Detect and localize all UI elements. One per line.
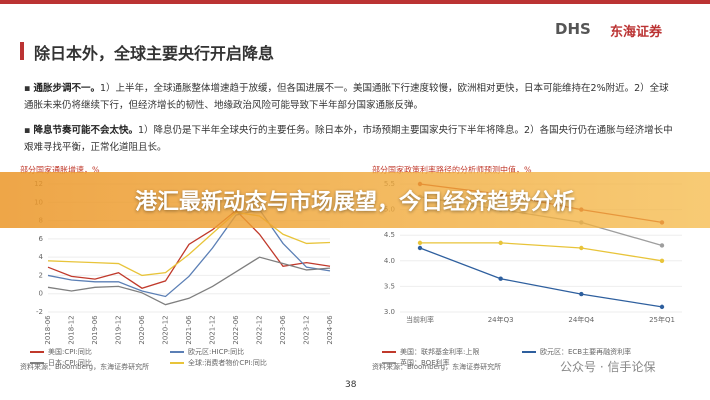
- x-tick-label: 2018-12: [68, 315, 76, 344]
- point: [579, 291, 584, 297]
- page-number: 38: [345, 380, 357, 390]
- point: [417, 245, 423, 251]
- logo-text: 东海证券: [610, 25, 663, 40]
- title-mark: [20, 42, 24, 60]
- x-tick-label: 2020-12: [162, 315, 170, 344]
- legend-label: 美国:CPI:同比: [48, 347, 92, 356]
- bullet-text: 1）上半年，全球通胀整体增速趋于放缓，但各国进展不一。美国通胀下行速度较慢，欧洲…: [24, 83, 669, 111]
- point: [498, 276, 503, 281]
- x-tick-label: 2024-06: [326, 315, 334, 345]
- y-tick-label: -2: [36, 308, 43, 316]
- y-tick-label: 3.0: [384, 308, 395, 316]
- slide-title: 除日本外，全球主要央行开启降息: [34, 44, 275, 63]
- point: [659, 258, 665, 263]
- x-tick-label: 当前利率: [406, 315, 434, 324]
- y-tick-label: 6: [39, 235, 44, 243]
- legend-label: 欧元区:HICP:同比: [188, 347, 244, 356]
- legend-label: 英国：BOE利率: [400, 358, 450, 367]
- series-line: [420, 242, 663, 262]
- series-line: [419, 247, 663, 308]
- y-tick-label: 0: [39, 290, 43, 298]
- y-tick-label: 2: [39, 271, 43, 279]
- x-tick-label: 2019-12: [115, 315, 123, 344]
- chart-title: 部分国家政策利率路径的分析师预测中值，%: [372, 165, 532, 175]
- point: [659, 243, 665, 248]
- x-tick-label: 2018-06: [44, 315, 52, 345]
- y-tick-label: 4.0: [384, 257, 395, 265]
- legend-label: 日本:CPI:同比: [48, 358, 92, 367]
- series-line: [47, 208, 331, 298]
- banner-title: 港汇最新动态与市场展望，今日经济趋势分析: [134, 190, 575, 215]
- point: [417, 240, 423, 246]
- series-line: [47, 209, 331, 289]
- legend-label: 美国：联邦基金利率:上限: [400, 347, 479, 356]
- bullet-lead: 降息节奏可能不会太快。: [33, 125, 138, 136]
- banner-bg: [0, 172, 710, 228]
- x-tick-label: 2020-06: [138, 315, 146, 345]
- chart-title: 部分国家通胀增速，%: [20, 165, 100, 175]
- x-tick-label: 2022-06: [232, 315, 240, 345]
- watermark: 公众号 · 信手论保: [560, 360, 656, 374]
- x-tick-label: 24年Q4: [568, 315, 594, 324]
- y-tick-label: 4.5: [384, 231, 395, 239]
- bullet: ▪ 降息节奏可能不会太快。1）降息仍是下半年全球央行的主要任务。除日本外，市场预…: [24, 125, 673, 153]
- point: [659, 304, 665, 310]
- point: [579, 245, 584, 251]
- source: 资料来源：Bloomberg，东海证券研究所: [372, 362, 501, 371]
- legend-label: 欧元区：ECB主要再融资利率: [540, 347, 631, 356]
- x-tick-label: 2023-06: [279, 315, 287, 345]
- y-tick-label: 4: [39, 253, 44, 261]
- x-tick-label: 2022-12: [256, 315, 264, 344]
- y-tick-label: 3.5: [384, 282, 395, 290]
- legend-label: 全球:消费者物价CPI:同比: [188, 358, 267, 367]
- source: 资料来源：Bloomberg，东海证券研究所: [20, 362, 149, 371]
- logo-mark: DHS: [555, 20, 591, 38]
- bullet-lead: 通胀步调不一。: [33, 83, 100, 94]
- bullet: ▪ 通胀步调不一。1）上半年，全球通胀整体增速趋于放缓，但各国进展不一。美国通胀…: [24, 83, 669, 111]
- series-line: [47, 211, 331, 277]
- x-tick-label: 25年Q1: [649, 315, 675, 324]
- x-tick-label: 2019-06: [91, 315, 99, 345]
- x-tick-label: 24年Q3: [488, 315, 514, 324]
- x-tick-label: 2021-12: [209, 315, 217, 344]
- x-tick-label: 2023-12: [303, 315, 311, 344]
- top-rule: [0, 0, 710, 4]
- bullet-text: 1）降息仍是下半年全球央行的主要任务。除日本外，市场预期主要国家央行下半年将降息…: [24, 125, 673, 153]
- point: [498, 240, 503, 246]
- series-line: [47, 256, 331, 306]
- x-tick-label: 2021-06: [185, 315, 193, 345]
